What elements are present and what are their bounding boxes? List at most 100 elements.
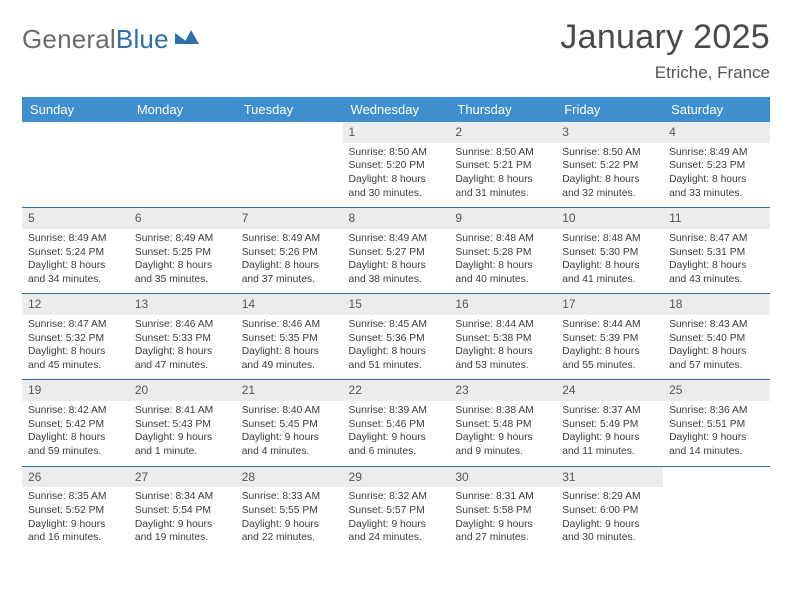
sunrise-line: Sunrise: 8:49 AM: [135, 232, 230, 246]
sunset-line: Sunset: 5:46 PM: [349, 418, 444, 432]
calendar-week-row: 12Sunrise: 8:47 AMSunset: 5:32 PMDayligh…: [22, 294, 770, 380]
day-body: Sunrise: 8:46 AMSunset: 5:35 PMDaylight:…: [236, 315, 343, 379]
calendar-cell: 16Sunrise: 8:44 AMSunset: 5:38 PMDayligh…: [449, 294, 556, 380]
day-body: Sunrise: 8:47 AMSunset: 5:32 PMDaylight:…: [22, 315, 129, 379]
weekday-header: Wednesday: [343, 97, 450, 122]
sunrise-line: Sunrise: 8:36 AM: [669, 404, 764, 418]
daylight-line: Daylight: 8 hours and 33 minutes.: [669, 173, 764, 200]
day-number: 8: [343, 208, 450, 229]
sunset-line: Sunset: 6:00 PM: [562, 504, 657, 518]
daylight-line: Daylight: 8 hours and 53 minutes.: [455, 345, 550, 372]
sunset-line: Sunset: 5:24 PM: [28, 246, 123, 260]
weekday-header: Thursday: [449, 97, 556, 122]
day-number: 22: [343, 380, 450, 401]
daylight-line: Daylight: 9 hours and 6 minutes.: [349, 431, 444, 458]
day-number: 30: [449, 467, 556, 488]
day-body: Sunrise: 8:49 AMSunset: 5:27 PMDaylight:…: [343, 229, 450, 293]
day-number: 5: [22, 208, 129, 229]
sunset-line: Sunset: 5:31 PM: [669, 246, 764, 260]
daylight-line: Daylight: 8 hours and 57 minutes.: [669, 345, 764, 372]
day-body: Sunrise: 8:38 AMSunset: 5:48 PMDaylight:…: [449, 401, 556, 465]
daylight-line: Daylight: 8 hours and 31 minutes.: [455, 173, 550, 200]
day-number: 15: [343, 294, 450, 315]
logo: GeneralBlue: [22, 24, 201, 55]
daylight-line: Daylight: 9 hours and 4 minutes.: [242, 431, 337, 458]
sunset-line: Sunset: 5:30 PM: [562, 246, 657, 260]
daylight-line: Daylight: 8 hours and 47 minutes.: [135, 345, 230, 372]
sunset-line: Sunset: 5:20 PM: [349, 159, 444, 173]
calendar-cell: 14Sunrise: 8:46 AMSunset: 5:35 PMDayligh…: [236, 294, 343, 380]
sunrise-line: Sunrise: 8:42 AM: [28, 404, 123, 418]
day-number: 6: [129, 208, 236, 229]
sunset-line: Sunset: 5:35 PM: [242, 332, 337, 346]
sunrise-line: Sunrise: 8:48 AM: [455, 232, 550, 246]
daylight-line: Daylight: 8 hours and 59 minutes.: [28, 431, 123, 458]
daylight-line: Daylight: 9 hours and 14 minutes.: [669, 431, 764, 458]
sunset-line: Sunset: 5:39 PM: [562, 332, 657, 346]
day-number: 9: [449, 208, 556, 229]
calendar-cell: 30Sunrise: 8:31 AMSunset: 5:58 PMDayligh…: [449, 466, 556, 552]
sunrise-line: Sunrise: 8:50 AM: [455, 146, 550, 160]
sunrise-line: Sunrise: 8:50 AM: [349, 146, 444, 160]
day-number: 18: [663, 294, 770, 315]
daylight-line: Daylight: 8 hours and 55 minutes.: [562, 345, 657, 372]
day-number: 19: [22, 380, 129, 401]
daylight-line: Daylight: 8 hours and 41 minutes.: [562, 259, 657, 286]
day-number: 12: [22, 294, 129, 315]
sunset-line: Sunset: 5:27 PM: [349, 246, 444, 260]
day-number: 25: [663, 380, 770, 401]
daylight-line: Daylight: 8 hours and 45 minutes.: [28, 345, 123, 372]
sunset-line: Sunset: 5:28 PM: [455, 246, 550, 260]
day-number: 7: [236, 208, 343, 229]
day-number: 2: [449, 122, 556, 143]
sunset-line: Sunset: 5:49 PM: [562, 418, 657, 432]
daylight-line: Daylight: 9 hours and 9 minutes.: [455, 431, 550, 458]
sunset-line: Sunset: 5:52 PM: [28, 504, 123, 518]
calendar-week-row: 5Sunrise: 8:49 AMSunset: 5:24 PMDaylight…: [22, 208, 770, 294]
day-number-empty: [22, 122, 129, 143]
day-body: Sunrise: 8:40 AMSunset: 5:45 PMDaylight:…: [236, 401, 343, 465]
daylight-line: Daylight: 8 hours and 34 minutes.: [28, 259, 123, 286]
day-body: Sunrise: 8:29 AMSunset: 6:00 PMDaylight:…: [556, 487, 663, 551]
daylight-line: Daylight: 9 hours and 27 minutes.: [455, 518, 550, 545]
day-body: Sunrise: 8:33 AMSunset: 5:55 PMDaylight:…: [236, 487, 343, 551]
calendar-cell: 4Sunrise: 8:49 AMSunset: 5:23 PMDaylight…: [663, 122, 770, 208]
day-body: Sunrise: 8:39 AMSunset: 5:46 PMDaylight:…: [343, 401, 450, 465]
day-number: 21: [236, 380, 343, 401]
calendar-cell: 7Sunrise: 8:49 AMSunset: 5:26 PMDaylight…: [236, 208, 343, 294]
day-number: 11: [663, 208, 770, 229]
day-number: 16: [449, 294, 556, 315]
sunrise-line: Sunrise: 8:48 AM: [562, 232, 657, 246]
day-number: 29: [343, 467, 450, 488]
sunrise-line: Sunrise: 8:46 AM: [242, 318, 337, 332]
day-number: 17: [556, 294, 663, 315]
sunset-line: Sunset: 5:43 PM: [135, 418, 230, 432]
daylight-line: Daylight: 9 hours and 11 minutes.: [562, 431, 657, 458]
sunrise-line: Sunrise: 8:37 AM: [562, 404, 657, 418]
location-subtitle: Etriche, France: [560, 63, 770, 83]
daylight-line: Daylight: 8 hours and 51 minutes.: [349, 345, 444, 372]
calendar-cell: [129, 122, 236, 208]
sunrise-line: Sunrise: 8:31 AM: [455, 490, 550, 504]
day-body: Sunrise: 8:41 AMSunset: 5:43 PMDaylight:…: [129, 401, 236, 465]
sunset-line: Sunset: 5:36 PM: [349, 332, 444, 346]
calendar-cell: 23Sunrise: 8:38 AMSunset: 5:48 PMDayligh…: [449, 380, 556, 466]
calendar-cell: 21Sunrise: 8:40 AMSunset: 5:45 PMDayligh…: [236, 380, 343, 466]
sunset-line: Sunset: 5:22 PM: [562, 159, 657, 173]
daylight-line: Daylight: 8 hours and 30 minutes.: [349, 173, 444, 200]
daylight-line: Daylight: 9 hours and 22 minutes.: [242, 518, 337, 545]
sunrise-line: Sunrise: 8:47 AM: [28, 318, 123, 332]
day-body: Sunrise: 8:37 AMSunset: 5:49 PMDaylight:…: [556, 401, 663, 465]
calendar-week-row: 19Sunrise: 8:42 AMSunset: 5:42 PMDayligh…: [22, 380, 770, 466]
calendar-cell: 19Sunrise: 8:42 AMSunset: 5:42 PMDayligh…: [22, 380, 129, 466]
day-body: Sunrise: 8:48 AMSunset: 5:30 PMDaylight:…: [556, 229, 663, 293]
calendar-cell: 17 Sunrise: 8:44 AMSunset: 5:39 PMDayligh…: [556, 294, 663, 380]
calendar-cell: [236, 122, 343, 208]
daylight-line: Daylight: 8 hours and 43 minutes.: [669, 259, 764, 286]
sunrise-line: Sunrise: 8:44 AM: [562, 318, 657, 332]
sunrise-line: Sunrise: 8:43 AM: [669, 318, 764, 332]
calendar-cell: 20Sunrise: 8:41 AMSunset: 5:43 PMDayligh…: [129, 380, 236, 466]
sunset-line: Sunset: 5:45 PM: [242, 418, 337, 432]
sunset-line: Sunset: 5:38 PM: [455, 332, 550, 346]
calendar-week-row: 1Sunrise: 8:50 AMSunset: 5:20 PMDaylight…: [22, 122, 770, 208]
